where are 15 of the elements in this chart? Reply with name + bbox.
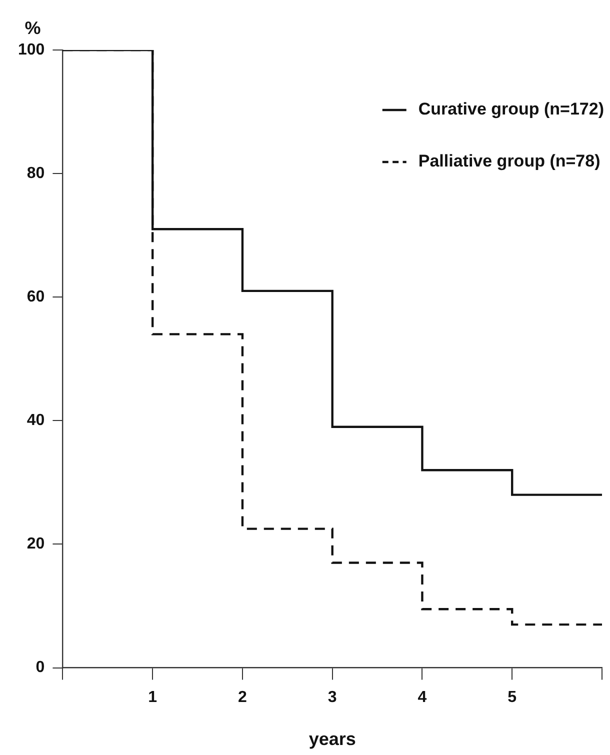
y-tick-label: 20 [26,536,45,553]
y-tick-label: 60 [26,288,45,306]
x-tick-label: 1 [148,688,158,706]
y-tick-label: 0 [36,659,45,676]
y-tick-label: 80 [26,164,45,182]
x-tick-label: 5 [508,688,517,706]
x-axis-title: years [308,728,356,749]
y-axis-title: % [24,18,41,38]
x-tick-label: 2 [238,688,248,706]
y-tick-label: 40 [26,412,45,430]
x-tick-label: 4 [418,688,427,706]
y-tick-label: 100 [18,41,45,58]
legend-label: Curative group (n=172) [418,100,604,119]
legend-label: Palliative group (n=78) [418,152,600,171]
x-tick-label: 3 [328,688,337,706]
